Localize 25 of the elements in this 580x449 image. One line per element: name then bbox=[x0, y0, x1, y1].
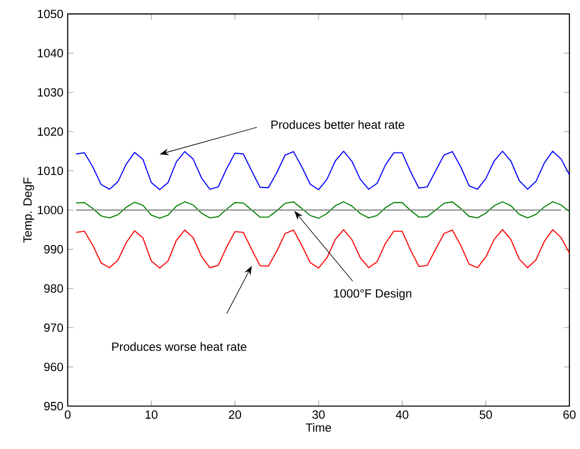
y-tick-label: 1010 bbox=[38, 166, 64, 176]
x-tick-label: 10 bbox=[146, 410, 158, 419]
x-tick-label: 40 bbox=[396, 410, 408, 419]
x-tick-label: 0 bbox=[64, 410, 71, 419]
y-tick-label: 1040 bbox=[38, 48, 64, 58]
annotation: 1000°F Design bbox=[334, 288, 412, 300]
y-tick-label: 970 bbox=[44, 324, 64, 332]
x-tick-label: 60 bbox=[563, 410, 576, 419]
x-tick-label: 30 bbox=[312, 410, 325, 419]
x-tick-label: 20 bbox=[228, 410, 242, 419]
line-series bbox=[76, 229, 570, 269]
y-tick-label: 1020 bbox=[38, 127, 64, 136]
x-tick-label: 50 bbox=[480, 410, 492, 419]
y-tick-label: 1000 bbox=[38, 206, 64, 214]
y-axis-title: Temp. DegF bbox=[23, 178, 34, 243]
x-axis-title: Time bbox=[306, 423, 332, 432]
y-tick-label: 960 bbox=[44, 362, 64, 372]
annotation: Produces worse heat rate bbox=[112, 342, 246, 351]
annotation: Produces better heat rate bbox=[271, 120, 404, 129]
y-tick-label: 950 bbox=[44, 402, 64, 410]
y-tick-label: 980 bbox=[44, 284, 64, 293]
line-series bbox=[76, 150, 570, 190]
y-tick-label: 990 bbox=[44, 245, 64, 254]
y-tick-label: 1030 bbox=[38, 88, 64, 97]
y-tick-label: 1050 bbox=[38, 10, 64, 18]
